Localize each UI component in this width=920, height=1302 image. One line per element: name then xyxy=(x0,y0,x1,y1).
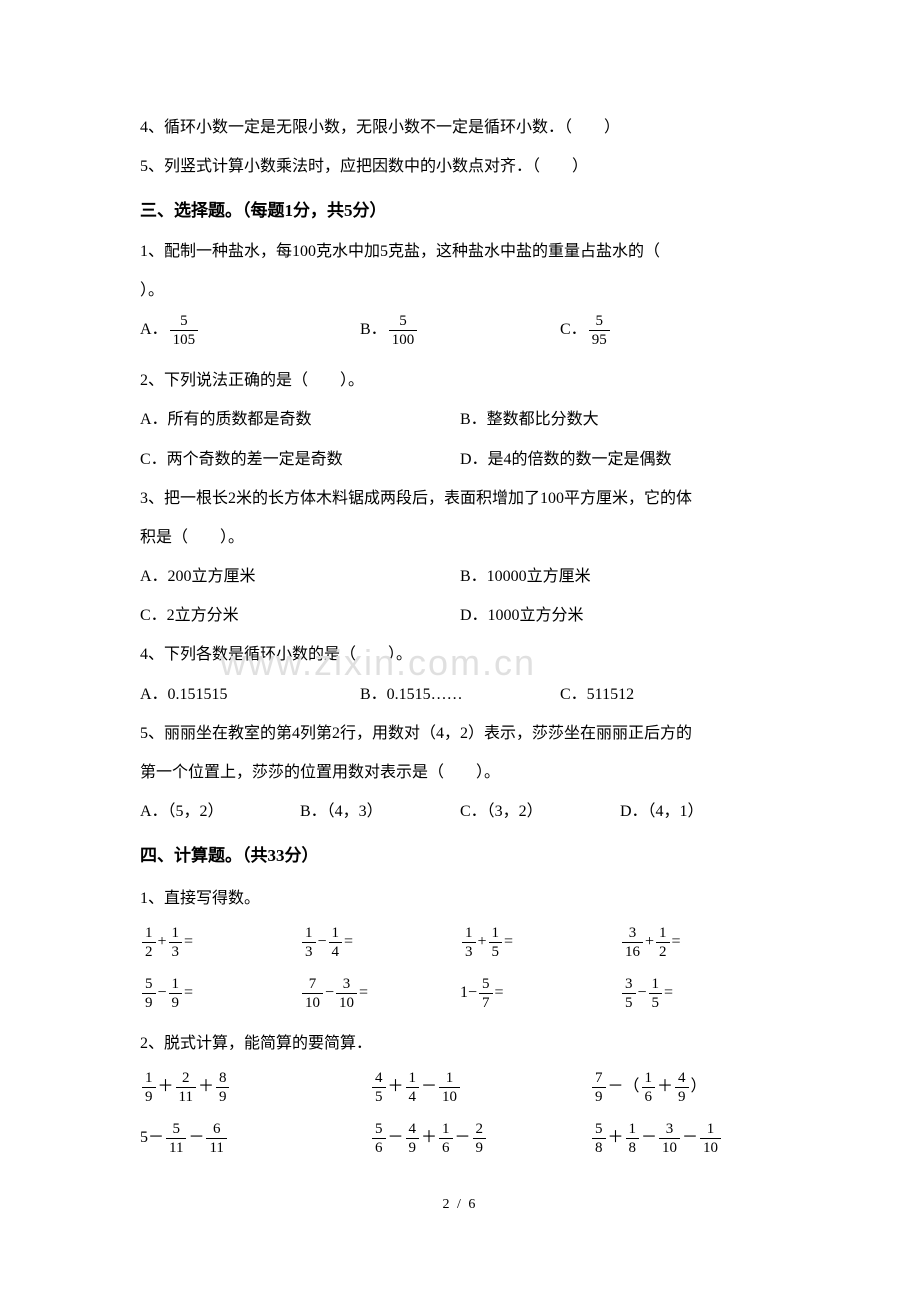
s3-q2-C: C．两个奇数的差一定是奇数 xyxy=(140,442,460,477)
calc-item: 13+15= xyxy=(460,924,620,961)
s4-q1-row1: 12+13=13−14=13+15=316+12= xyxy=(140,924,780,961)
s3-q1-l2: ）。 xyxy=(140,273,780,308)
calc-item: 12+13= xyxy=(140,924,300,961)
s3-q5-opts: A．（5，2） B．（4，3） C．（3，2） D．（4，1） xyxy=(140,794,780,829)
calc-expr: 5－511－611 xyxy=(140,1120,370,1157)
calc-item: 35−15= xyxy=(620,975,780,1012)
s3-q1-optA: A．5105 xyxy=(140,312,360,349)
s3-q5-A: A．（5，2） xyxy=(140,794,300,829)
calc-expr: 19＋211＋89 xyxy=(140,1069,370,1106)
s3-q2-row2: C．两个奇数的差一定是奇数 D．是4的倍数的数一定是偶数 xyxy=(140,442,780,477)
calc-expr: 58＋18－310－110 xyxy=(590,1120,780,1157)
s4-q1-label: 1、直接写得数。 xyxy=(140,881,780,916)
s3-q1-optC: C．595 xyxy=(560,312,780,349)
judge-q5: 5、列竖式计算小数乘法时，应把因数中的小数点对齐．（ ） xyxy=(140,149,780,184)
s3-q4-C: C．511512 xyxy=(560,677,780,712)
s3-q5-D: D．（4，1） xyxy=(620,794,780,829)
s4-q2-label: 2、脱式计算，能简算的要简算． xyxy=(140,1026,780,1061)
s3-q1-optB: B．5100 xyxy=(360,312,560,349)
s3-q4-B: B．0.1515…… xyxy=(360,677,560,712)
calc-expr: 56－49＋16－29 xyxy=(370,1120,590,1157)
calc-item: 710−310= xyxy=(300,975,460,1012)
s3-q3-l2: 积是（ ）。 xyxy=(140,520,780,555)
s3-q1-opts: A．5105 B．5100 C．595 xyxy=(140,312,780,349)
s3-q4-opts: A．0.151515 B．0.1515…… C．511512 xyxy=(140,677,780,712)
judge-q4: 4、循环小数一定是无限小数，无限小数不一定是循环小数．（ ） xyxy=(140,110,780,145)
calc-expr: 79－（16＋49） xyxy=(590,1069,780,1106)
calc-item: 59−19= xyxy=(140,975,300,1012)
s4-q2-row1: 19＋211＋8945＋14－11079－（16＋49） xyxy=(140,1069,780,1106)
s4-q2-row2: 5－511－61156－49＋16－2958＋18－310－110 xyxy=(140,1120,780,1157)
s3-q2-A: A．所有的质数都是奇数 xyxy=(140,402,460,437)
s3-q1-l1: 1、配制一种盐水，每100克水中加5克盐，这种盐水中盐的重量占盐水的（ xyxy=(140,234,780,269)
s3-q3-C: C．2立方分米 xyxy=(140,598,460,633)
section3-header: 三、选择题。（每题1分，共5分） xyxy=(140,192,780,229)
s3-q3-row2: C．2立方分米 D．1000立方分米 xyxy=(140,598,780,633)
s3-q4-A: A．0.151515 xyxy=(140,677,360,712)
s3-q3-l1: 3、把一根长2米的长方体木料锯成两段后，表面积增加了100平方厘米，它的体 xyxy=(140,481,780,516)
s3-q2-row1: A．所有的质数都是奇数 B．整数都比分数大 xyxy=(140,402,780,437)
calc-item: 1−57= xyxy=(460,975,620,1012)
s3-q5-C: C．（3，2） xyxy=(460,794,620,829)
calc-expr: 45＋14－110 xyxy=(370,1069,590,1106)
s3-q4-stem: 4、下列各数是循环小数的是（ ）。 xyxy=(140,637,780,672)
page-number: 2 / 6 xyxy=(140,1197,780,1213)
s3-q5-l1: 5、丽丽坐在教室的第4列第2行，用数对（4，2）表示，莎莎坐在丽丽正后方的 xyxy=(140,716,780,751)
section4-header: 四、计算题。（共33分） xyxy=(140,837,780,874)
s3-q5-B: B．（4，3） xyxy=(300,794,460,829)
s3-q3-A: A．200立方厘米 xyxy=(140,559,460,594)
calc-item: 316+12= xyxy=(620,924,780,961)
s3-q2-D: D．是4的倍数的数一定是偶数 xyxy=(460,442,780,477)
s3-q5-l2: 第一个位置上，莎莎的位置用数对表示是（ ）。 xyxy=(140,755,780,790)
s3-q3-B: B．10000立方厘米 xyxy=(460,559,780,594)
s4-q1-row2: 59−19=710−310=1−57=35−15= xyxy=(140,975,780,1012)
s3-q3-row1: A．200立方厘米 B．10000立方厘米 xyxy=(140,559,780,594)
calc-item: 13−14= xyxy=(300,924,460,961)
s3-q3-D: D．1000立方分米 xyxy=(460,598,780,633)
s3-q2-B: B．整数都比分数大 xyxy=(460,402,780,437)
s3-q2-stem: 2、下列说法正确的是（ ）。 xyxy=(140,363,780,398)
